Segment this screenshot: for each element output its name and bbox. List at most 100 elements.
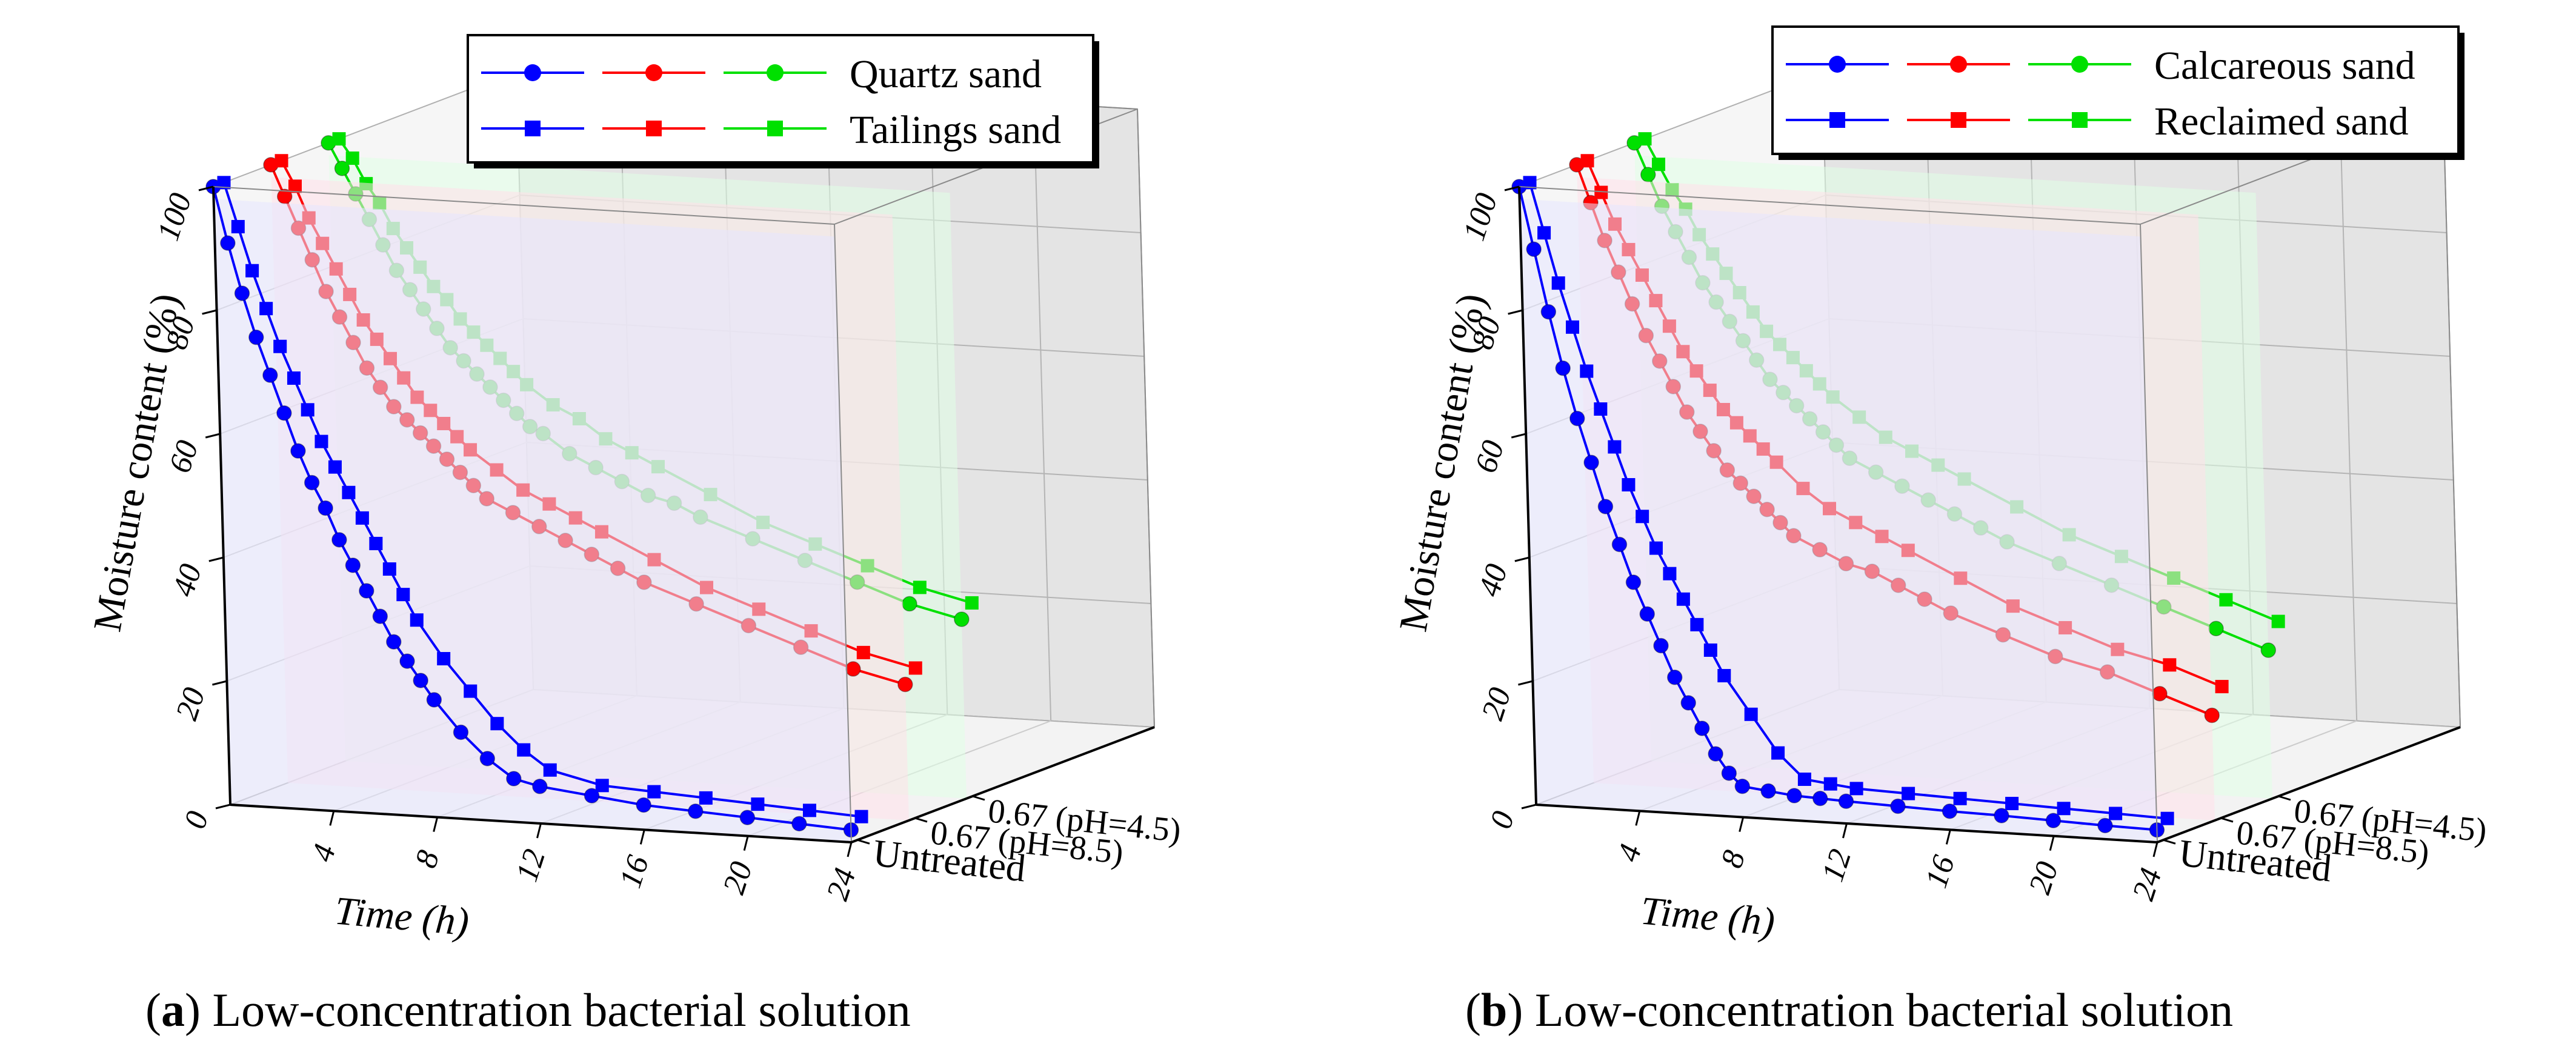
data-point [2219,593,2233,607]
z-tick [1521,803,1537,810]
data-point [396,588,410,602]
data-point [382,562,396,576]
legend-marker [2071,56,2088,73]
x-tick [743,836,749,851]
data-point [372,608,388,624]
frame-edge [2443,108,2461,728]
caption-a-text: Low-concentration bacterial solution [212,983,911,1036]
data-point [1694,720,1710,736]
x-axis-title: Time (h) [1639,888,1776,944]
data-point [1651,158,1665,171]
data-point [2097,817,2113,834]
z-tick [1511,433,1526,439]
data-point [334,161,350,176]
legend-marker [1951,112,1966,128]
legend-marker [767,121,783,136]
data-point [1771,746,1785,760]
depth-axis [851,726,1155,843]
data-point [318,500,333,516]
legend-label: Quartz sand [850,52,1042,96]
data-point [1838,793,1854,810]
caption-b-letter: b [1480,983,1508,1036]
data-point [1622,477,1636,491]
data-point [1569,410,1585,427]
data-point [1666,670,1683,685]
data-point [355,511,369,525]
data-point [1608,440,1622,454]
data-point [2271,614,2285,628]
data-point [1953,791,1967,805]
z-tick-label: 40 [1472,560,1514,601]
data-point [332,132,346,146]
z-tick [1504,185,1520,191]
data-point [954,611,970,627]
x-tick [1635,810,1641,826]
data-point [2160,811,2174,825]
caption-a: (a) Low-concentration bacterial solution [145,983,911,1036]
data-point [426,692,442,708]
data-point [1734,778,1751,794]
grid-line [2339,102,2358,721]
x-tick-label: 8 [1714,847,1752,872]
data-point [1721,765,1737,781]
data-point [1625,574,1642,590]
data-point [1649,541,1663,555]
data-point [965,596,979,610]
data-point [2152,685,2168,702]
data-point [1994,808,2009,823]
data-point [287,371,301,385]
frame-edge [1519,186,2141,225]
data-point [410,613,424,627]
data-point [1580,364,1594,378]
data-point [506,771,522,787]
x-tick-label: 12 [1816,845,1858,886]
caption-a-letter: a [161,983,185,1036]
data-point [2109,807,2123,820]
data-point [231,220,245,234]
data-point [636,797,651,813]
x-tick [1842,823,1848,839]
data-point [532,779,548,794]
legend-marker [1829,112,1845,128]
z-tick [215,803,231,810]
data-point [1902,787,1915,800]
x-tick [639,829,645,845]
z-tick [1518,680,1533,686]
depth-plane [1519,199,2157,842]
data-point [2163,658,2177,672]
z-axis [212,186,231,805]
legend-marker [2072,112,2088,128]
x-tick [433,817,439,833]
legend-label: Tailings sand [850,108,1061,152]
data-point [262,367,278,383]
data-point [248,329,264,345]
legend-marker [646,121,662,136]
legend-marker [524,64,541,81]
data-point [1580,154,1594,168]
caption-b-text: Low-concentration bacterial solution [1534,983,2234,1036]
depth-tick [2220,817,2234,823]
data-point [1786,788,1802,803]
data-point [1823,777,1837,791]
legend-marker [1829,56,1846,73]
frame-edge [213,186,835,225]
data-point [2057,802,2071,816]
z-tick-label: 100 [1457,189,1504,245]
z-tick [212,680,227,686]
data-point [1760,783,1776,799]
data-point [856,645,870,659]
data-point [345,151,359,165]
x-tick [2049,836,2055,851]
data-point [791,816,807,832]
data-point [342,485,356,499]
data-point [2260,642,2277,658]
data-point [301,403,315,417]
data-point [1594,402,1608,416]
legend-box [467,34,1094,164]
z-tick [198,185,214,191]
data-point [490,717,504,731]
